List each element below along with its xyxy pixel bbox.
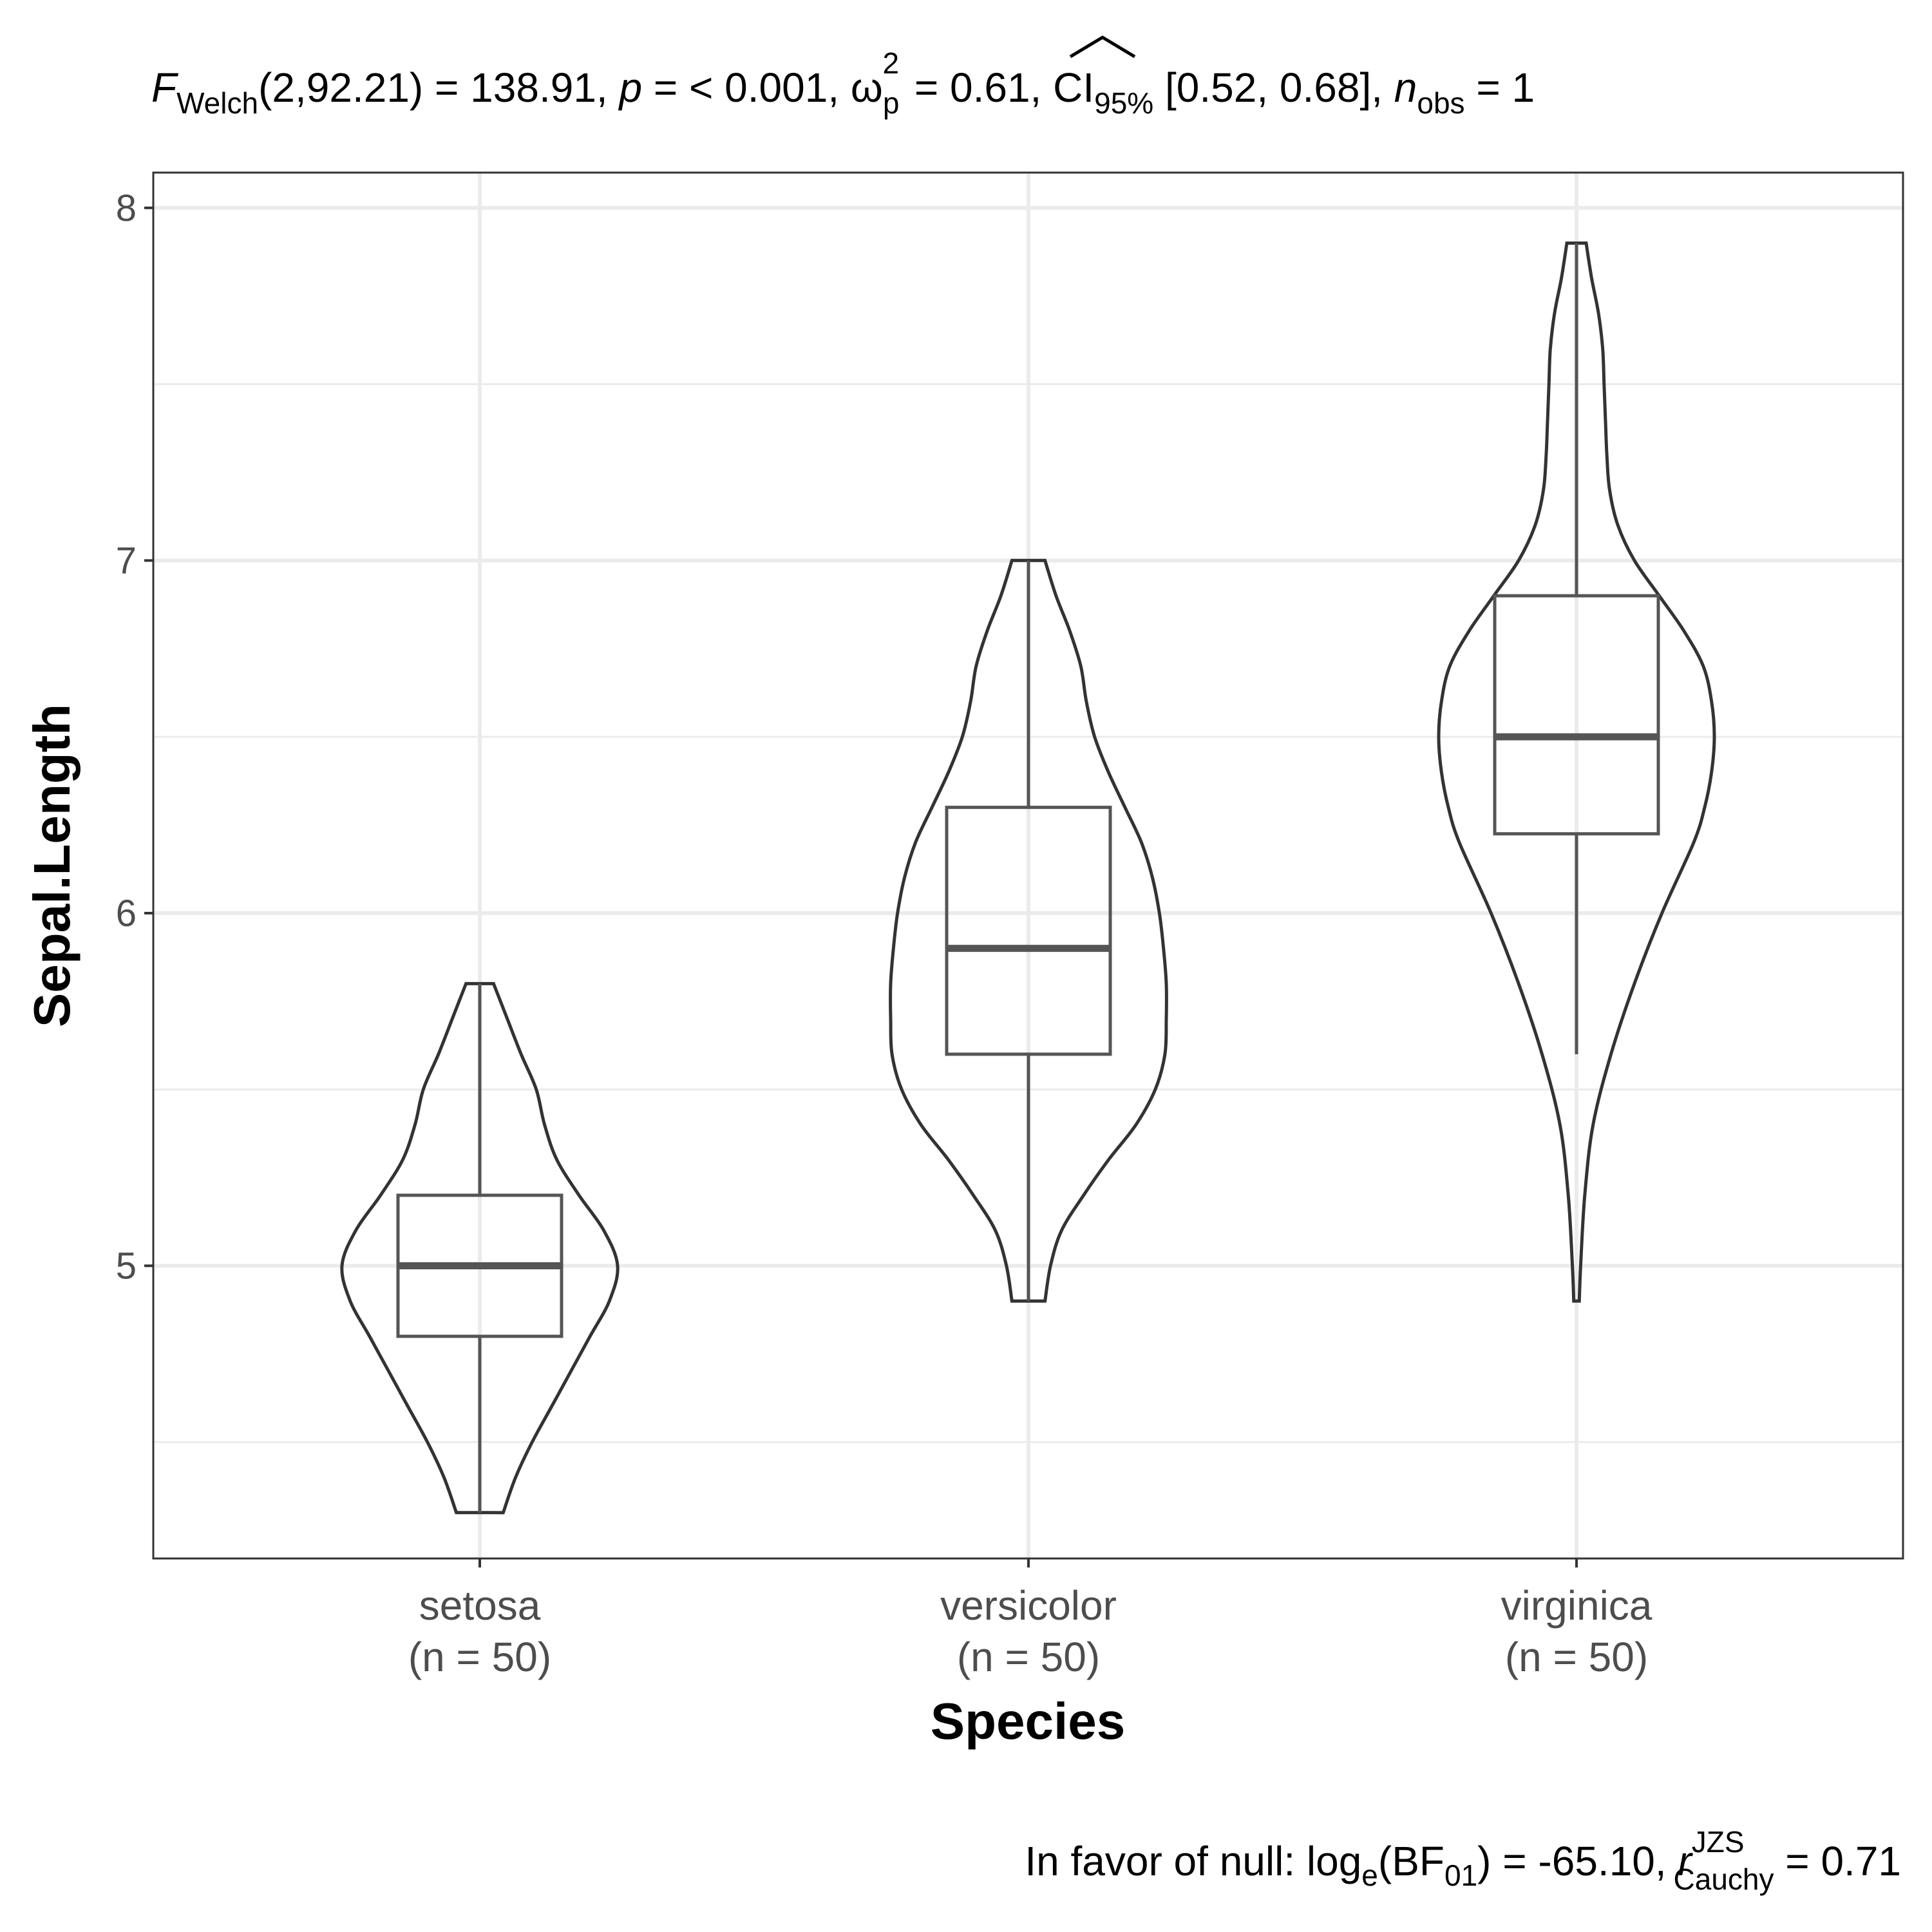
x-axis: setosa (n = 50) versicolor (n = 50) virginic…: [408, 1558, 1653, 1680]
subtitle-ci-subscript: 95%: [1094, 86, 1153, 120]
y-tick-label: 6: [116, 893, 137, 934]
subtitle-n-value: 1: [1511, 64, 1535, 111]
chart-caption: In favor of null: loge(BF01) = -65.10, r…: [1025, 1825, 1901, 1896]
box-virginica: [1493, 594, 1660, 836]
subtitle-ci-label: CI: [1053, 64, 1094, 111]
subtitle-n-subscript: obs: [1417, 86, 1464, 120]
plot-panel: [152, 171, 1904, 1560]
box-versicolor: [945, 806, 1112, 1056]
y-tick-label: 7: [116, 540, 137, 582]
subtitle-statistic-subscript: Welch: [176, 86, 258, 120]
subtitle-ci-text: [0.52, 0.68]: [1165, 64, 1371, 111]
y-axis-title: Sepal.Length: [23, 704, 80, 1027]
y-axis: 5 6 7 8: [116, 187, 153, 1287]
caption-r-subscript: Cauchy: [1674, 1862, 1774, 1896]
caption-r-symbol: r: [1678, 1838, 1693, 1884]
omega-hat-icon: [1069, 35, 1136, 59]
x-tick-label-versicolor: versicolor: [940, 1582, 1117, 1629]
y-tick-label: 5: [116, 1245, 137, 1287]
x-tick-label-setosa: setosa: [419, 1582, 541, 1629]
violins: [340, 242, 1716, 1515]
subtitle-p-text: < 0.001: [689, 64, 828, 111]
caption-r-superscript: JZS: [1692, 1825, 1745, 1859]
x-tick-count-virginica: (n = 50): [1505, 1634, 1648, 1680]
chart-subtitle: FWelch(2,92.21) = 138.91, p = < 0.001, ω…: [151, 46, 1535, 120]
subtitle-statistic-value: 138.91: [470, 64, 596, 111]
subtitle-effect-subscript: p: [883, 86, 900, 120]
subtitle-df: (2,92.21): [258, 64, 423, 111]
subtitle-statistic-symbol: F: [151, 64, 179, 111]
subtitle-effect-value: 0.61: [950, 64, 1030, 111]
caption-prefix: In favor of null: log: [1025, 1838, 1361, 1884]
violin-setosa: [340, 981, 620, 1515]
caption-r-value: = 0.71: [1785, 1838, 1901, 1884]
violin-virginica: [1437, 242, 1716, 1303]
subtitle-effect-symbol: ω: [851, 64, 883, 111]
subtitle-p-label: p: [618, 64, 642, 111]
subtitle-effect-superscript: 2: [882, 46, 899, 80]
x-axis-title: Species: [931, 1692, 1125, 1750]
subtitle-n-label: n: [1394, 64, 1417, 111]
x-tick-label-virginica: virginica: [1501, 1582, 1653, 1629]
x-tick-count-versicolor: (n = 50): [957, 1634, 1100, 1680]
x-tick-count-setosa: (n = 50): [408, 1634, 551, 1680]
caption-log-subscript: e: [1361, 1859, 1378, 1892]
boxplots: [396, 243, 1660, 1513]
caption-bf-subscript: 01: [1444, 1859, 1477, 1892]
y-tick-label: 8: [116, 187, 137, 229]
violin-versicolor: [889, 558, 1168, 1303]
caption-bf-value: ) = -65.10,: [1477, 1838, 1667, 1884]
caption-bf-label: (BF: [1378, 1838, 1444, 1884]
